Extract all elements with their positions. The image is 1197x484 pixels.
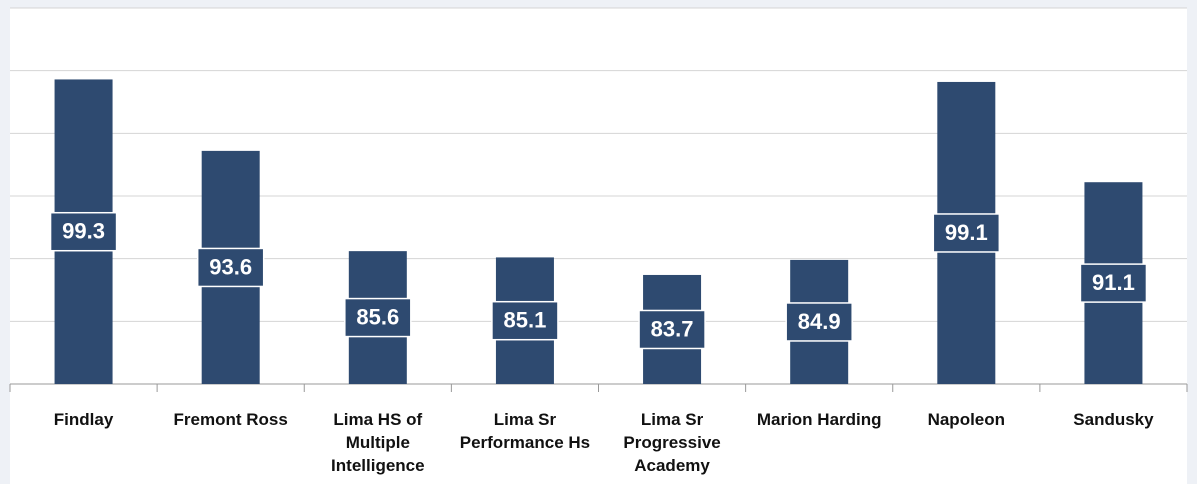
value-label-box bbox=[196, 247, 265, 288]
x-tick-label: Findlay bbox=[53, 410, 114, 429]
value-label: 91.1 bbox=[1092, 270, 1135, 295]
value-label-box bbox=[1079, 263, 1148, 303]
x-tick-label: Marion Harding bbox=[756, 410, 882, 429]
value-label-box bbox=[932, 213, 1001, 253]
value-label: 85.1 bbox=[504, 308, 547, 333]
x-tick-label: Lima HS of Multiple Intelligence bbox=[331, 410, 425, 475]
x-tick-label: Sandusky bbox=[1073, 410, 1154, 429]
value-label: 85.6 bbox=[356, 304, 399, 329]
value-label-box bbox=[344, 297, 412, 338]
value-label-box bbox=[785, 302, 853, 342]
value-label-box bbox=[491, 300, 559, 341]
x-tick-label: Lima Sr Performance Hs bbox=[459, 410, 591, 452]
value-label-box bbox=[49, 211, 118, 252]
value-label: 84.9 bbox=[798, 309, 841, 334]
x-tick-label: Lima Sr Progressive Academy bbox=[623, 410, 721, 475]
value-label: 83.7 bbox=[651, 316, 694, 341]
x-tick-label: Fremont Ross bbox=[173, 410, 288, 429]
value-label: 93.6 bbox=[209, 254, 252, 279]
value-label-box bbox=[638, 309, 706, 350]
value-label: 99.3 bbox=[62, 219, 105, 244]
value-label: 99.1 bbox=[945, 220, 988, 245]
x-tick-label: Napoleon bbox=[927, 410, 1006, 429]
